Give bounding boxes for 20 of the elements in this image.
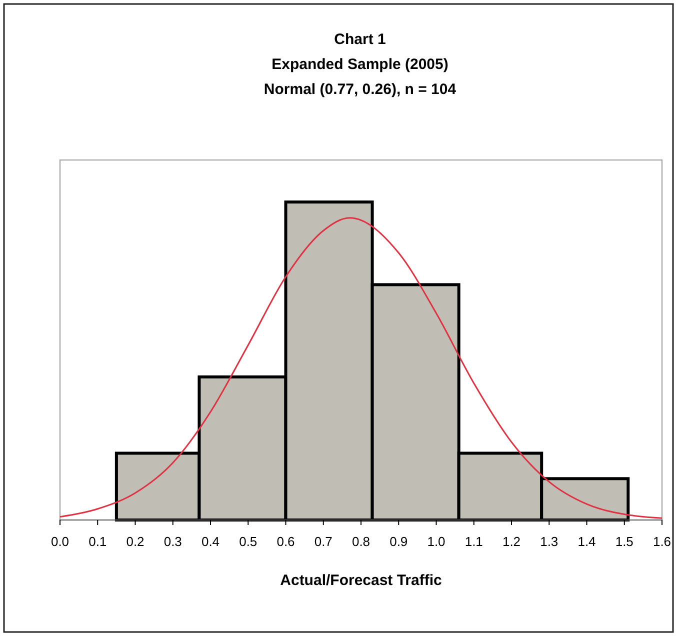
x-tick-label: 0.3 [164, 534, 182, 550]
x-tick-label: 0.4 [201, 534, 220, 550]
x-tick-label: 1.6 [652, 534, 672, 550]
x-tick-label: 0.8 [352, 534, 370, 550]
x-tick-label: 1.2 [502, 534, 521, 550]
x-tick-label: 0.7 [314, 534, 332, 550]
x-tick-label: 1.0 [427, 534, 446, 550]
x-tick-label: 0.2 [126, 534, 144, 550]
x-tick-label: 1.3 [540, 534, 558, 550]
x-tick-label: 0.0 [50, 534, 70, 550]
x-tick-label: 1.4 [578, 534, 596, 550]
x-tick-label: 1.5 [615, 534, 634, 550]
x-axis-title: Actual/Forecast Traffic [280, 572, 442, 589]
x-tick-label: 0.5 [239, 534, 258, 550]
x-tick-label: 0.6 [276, 534, 295, 550]
x-tick-label: 0.9 [390, 534, 408, 550]
chart-title: Chart 1 [334, 31, 386, 48]
chart-subtitle: Expanded Sample (2005) Normal (0.77, 0.26), n = 104 [264, 56, 457, 98]
x-tick-label: 1.1 [464, 534, 483, 550]
x-tick-label: 0.1 [88, 534, 107, 550]
